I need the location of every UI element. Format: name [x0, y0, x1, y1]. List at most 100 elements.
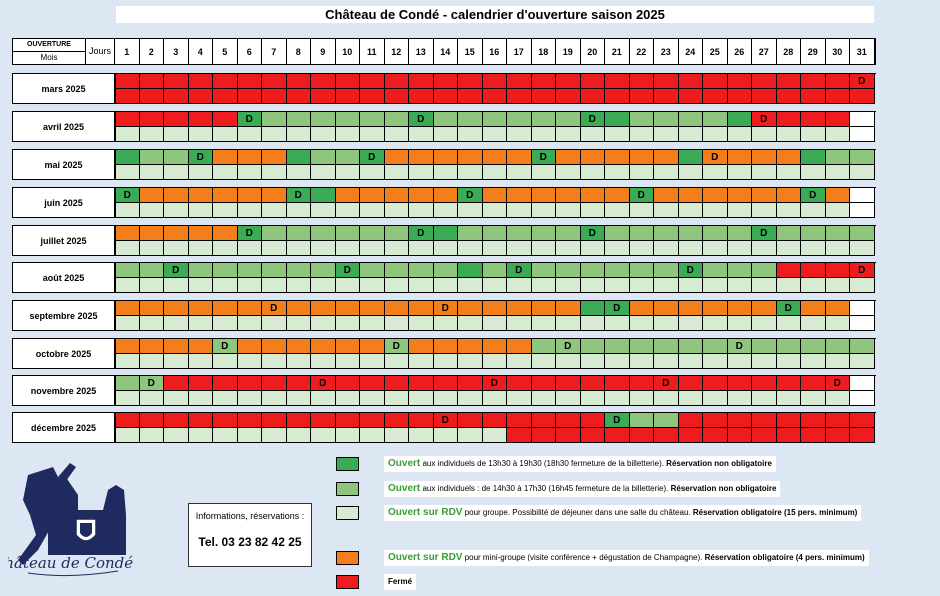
day-subcell	[115, 89, 140, 104]
day-cell	[335, 376, 360, 391]
day-cell	[384, 112, 409, 127]
day-cell	[213, 226, 238, 241]
day-subcell	[458, 391, 483, 406]
day-subcell	[605, 165, 630, 180]
day-subcell	[482, 354, 507, 369]
dimanche-marker: D	[417, 113, 425, 125]
day-cell	[335, 188, 360, 203]
day-header: 15	[458, 39, 483, 64]
day-cell	[409, 339, 434, 354]
day-subcell	[409, 428, 434, 443]
day-subcell	[776, 89, 801, 104]
day-cell	[825, 339, 850, 354]
day-cell	[409, 376, 434, 391]
chateau-logo: Château de Condé	[8, 463, 133, 577]
legend-swatch	[336, 575, 359, 589]
month-label: novembre 2025	[12, 375, 115, 406]
day-subcell	[727, 203, 752, 218]
day-subcell	[139, 165, 164, 180]
day-cell	[433, 74, 458, 89]
day-cell: D	[850, 263, 875, 278]
day-subcell	[213, 203, 238, 218]
day-cell: D	[605, 301, 630, 316]
day-cell	[286, 301, 311, 316]
day-header: 6	[237, 39, 262, 64]
day-cell	[213, 376, 238, 391]
day-cell	[556, 74, 581, 89]
day-header: 8	[286, 39, 311, 64]
day-cell	[164, 339, 189, 354]
day-subcell	[629, 241, 654, 256]
day-subcell	[139, 203, 164, 218]
day-subcell	[237, 354, 262, 369]
day-cell	[801, 226, 826, 241]
day-cell	[776, 376, 801, 391]
dimanche-marker: D	[270, 302, 278, 314]
legend-item: Ouvert aux individuels de 13h30 à 19h30 …	[384, 456, 776, 472]
day-subcell	[678, 316, 703, 331]
day-cell: D	[237, 226, 262, 241]
day-cell	[262, 413, 287, 428]
day-subcell	[311, 278, 336, 293]
dimanche-marker: D	[172, 264, 180, 276]
day-cell	[752, 74, 777, 89]
day-cell	[850, 150, 875, 165]
day-cell: D	[164, 263, 189, 278]
day-subcell	[850, 241, 875, 256]
day-subcell	[433, 127, 458, 142]
day-header: 18	[531, 39, 556, 64]
day-cell	[311, 74, 336, 89]
day-subcell	[115, 203, 140, 218]
day-cell	[825, 188, 850, 203]
day-cell	[115, 376, 140, 391]
day-cell	[360, 263, 385, 278]
day-header: 30	[825, 39, 850, 64]
day-subcell	[311, 203, 336, 218]
day-subcell	[825, 89, 850, 104]
day-cell	[507, 112, 532, 127]
day-subcell	[752, 278, 777, 293]
day-cell	[727, 74, 752, 89]
day-cell	[360, 112, 385, 127]
day-subcell	[188, 428, 213, 443]
day-cell	[311, 301, 336, 316]
day-cell	[556, 413, 581, 428]
day-cell	[776, 74, 801, 89]
day-cell	[458, 112, 483, 127]
day-subcell	[164, 127, 189, 142]
day-cell	[286, 74, 311, 89]
day-cell	[311, 413, 336, 428]
day-subcell	[752, 165, 777, 180]
day-subcell	[776, 241, 801, 256]
day-cell	[850, 339, 875, 354]
day-cell	[433, 376, 458, 391]
day-cell	[360, 339, 385, 354]
day-subcell	[409, 165, 434, 180]
legend-description: aux individuels de 13h30 à 19h30 (18h30 …	[420, 459, 667, 468]
day-cell	[384, 376, 409, 391]
day-subcell	[262, 316, 287, 331]
day-header: 31	[850, 39, 875, 64]
day-cell	[531, 413, 556, 428]
day-subcell	[825, 316, 850, 331]
day-subcell	[482, 278, 507, 293]
day-subcell	[825, 203, 850, 218]
day-subcell	[850, 354, 875, 369]
day-subcell	[703, 241, 728, 256]
day-header: 28	[776, 39, 801, 64]
day-subcell	[409, 354, 434, 369]
day-subcell	[654, 241, 679, 256]
info-box: Informations, réservations : Tel. 03 23 …	[188, 503, 312, 567]
day-cell	[482, 339, 507, 354]
day-cell	[164, 413, 189, 428]
day-subcell	[580, 391, 605, 406]
day-cell	[629, 263, 654, 278]
day-cell	[384, 150, 409, 165]
day-cell	[164, 150, 189, 165]
day-subcell	[507, 203, 532, 218]
day-cell	[629, 226, 654, 241]
day-subcell	[384, 316, 409, 331]
day-cell	[727, 263, 752, 278]
day-subcell	[360, 354, 385, 369]
day-subcell	[507, 127, 532, 142]
